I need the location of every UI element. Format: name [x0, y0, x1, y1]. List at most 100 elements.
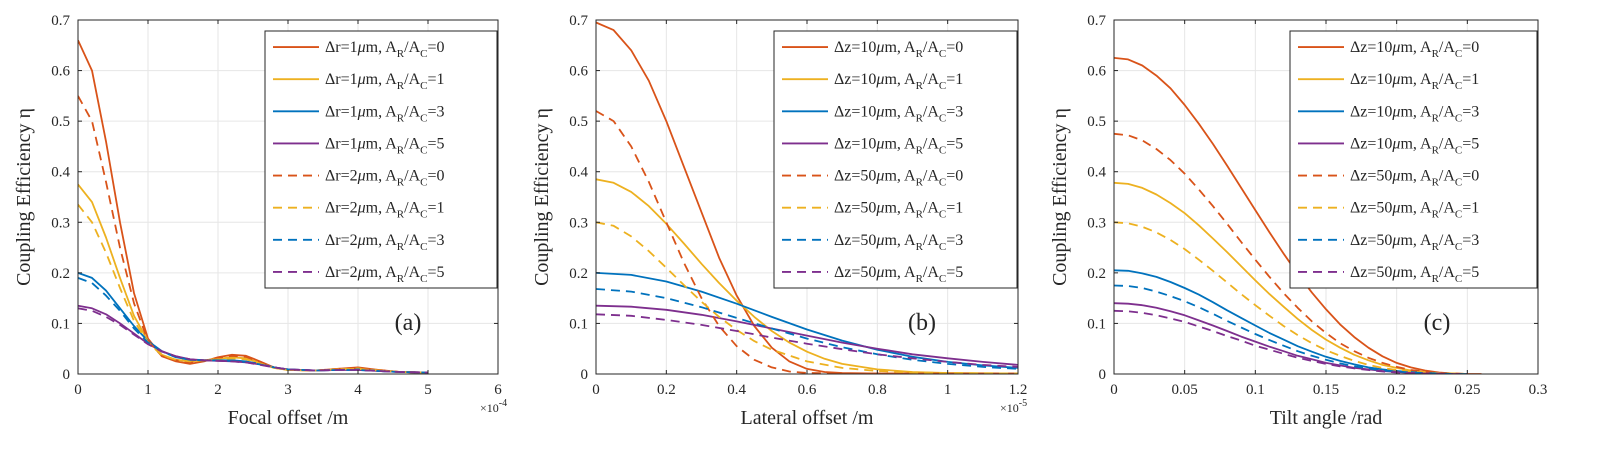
y-axis-label: Coupling Efficiency η [13, 108, 35, 286]
legend-text-post: m, A [1400, 200, 1432, 217]
legend-text-sub-c: C [939, 177, 946, 189]
legend-text-sub-c: C [1455, 80, 1462, 92]
series-line-2 [1114, 181, 1468, 374]
legend-text-mid: /A [923, 264, 939, 281]
legend-text-end: =1 [427, 200, 444, 217]
legend-text-post: m, A [366, 39, 398, 56]
x-tick-label: 0.15 [1313, 382, 1339, 398]
legend-text-sub-r: R [1432, 177, 1440, 189]
x-tick-label: 4 [354, 382, 362, 398]
y-tick-label: 0.3 [1087, 215, 1106, 231]
legend-text-mu: μ [1391, 135, 1400, 152]
series-group [78, 39, 429, 374]
legend-text-sub-c: C [939, 273, 946, 285]
legend-text-mid: /A [1439, 135, 1455, 152]
x-tick-label: 0.2 [657, 382, 676, 398]
panel-label: (c) [1424, 310, 1451, 336]
legend-text-sub-c: C [1455, 112, 1462, 124]
legend-text-post: m, A [366, 103, 398, 120]
y-tick-label: 0.7 [1087, 13, 1106, 29]
x-tick-label: 0 [592, 382, 600, 398]
y-tick-label: 0.2 [1087, 266, 1106, 282]
legend-text-post: m, A [884, 168, 916, 185]
y-tick-label: 0 [63, 367, 71, 383]
legend-text-pre: Δz=50 [834, 264, 876, 281]
legend-label: Δz=10μm, AR/AC=0 [1350, 39, 1479, 60]
legend-item: Δr=1μm, AR/AC=0 [273, 39, 445, 60]
legend-label: Δz=10μm, AR/AC=1 [834, 71, 963, 92]
y-tick-label: 0.1 [569, 316, 588, 332]
legend-text-post: m, A [1400, 264, 1432, 281]
y-tick-label: 0.7 [569, 13, 588, 29]
y-tick-label: 0.5 [569, 114, 588, 130]
legend-text-post: m, A [884, 39, 916, 56]
legend-item: Δz=50μm, AR/AC=3 [1298, 232, 1479, 253]
legend-text-sub-r: R [1432, 273, 1440, 285]
legend-item: Δz=50μm, AR/AC=5 [782, 264, 963, 285]
legend-item: Δz=10μm, AR/AC=1 [782, 71, 963, 92]
x-tick-label: 1 [944, 382, 952, 398]
legend-item: Δr=2μm, AR/AC=5 [273, 264, 445, 285]
legend-text-mu: μ [875, 71, 884, 88]
legend-text-pre: Δz=10 [1350, 103, 1392, 120]
x-axis-label: Focal offset /m [228, 407, 349, 429]
legend-text-mu: μ [1391, 232, 1400, 249]
legend-text-sub-c: C [1455, 177, 1462, 189]
legend-label: Δz=10μm, AR/AC=5 [834, 135, 963, 156]
y-tick-label: 0.6 [1087, 64, 1106, 80]
legend-text-end: =0 [1462, 168, 1479, 185]
legend-item: Δr=2μm, AR/AC=1 [273, 200, 445, 221]
legend-text-sub-r: R [1432, 241, 1440, 253]
legend-text-sub-c: C [420, 144, 427, 156]
x-axis-label: Tilt angle /rad [1270, 407, 1383, 429]
y-tick-label: 0.4 [1087, 165, 1106, 181]
legend-text-sub-r: R [916, 80, 924, 92]
legend-box [264, 30, 498, 289]
legend-text-sub-r: R [916, 112, 924, 124]
legend-text-pre: Δz=50 [1350, 168, 1392, 185]
legend-text-end: =0 [1462, 39, 1479, 56]
legend-text-mid: /A [923, 71, 939, 88]
legend-text-sub-r: R [1432, 80, 1440, 92]
legend-text-mu: μ [875, 200, 884, 217]
series-line-8 [1114, 309, 1468, 374]
panel-label: (a) [395, 310, 422, 336]
legend-text-mid: /A [404, 264, 420, 281]
legend-text-sub-r: R [1432, 48, 1440, 60]
legend-text-pre: Δr=1 [325, 103, 358, 120]
legend-item: Δz=10μm, AR/AC=3 [782, 103, 963, 124]
legend-text-sub-c: C [420, 241, 427, 253]
legend-text-sub-c: C [420, 177, 427, 189]
legend-text-mu: μ [875, 264, 884, 281]
legend-text-pre: Δz=50 [834, 168, 876, 185]
legend-text-pre: Δr=2 [325, 264, 358, 281]
legend-label: Δr=2μm, AR/AC=1 [325, 200, 445, 221]
legend-text-post: m, A [366, 232, 398, 249]
legend-text-pre: Δr=2 [325, 168, 358, 185]
legend-text-sub-c: C [1455, 241, 1462, 253]
legend-item: Δz=10μm, AR/AC=1 [1298, 71, 1479, 92]
series-line-6 [1114, 221, 1468, 374]
legend-text-mid: /A [404, 200, 420, 217]
legend-text-end: =1 [946, 200, 963, 217]
legend-item: Δr=2μm, AR/AC=0 [273, 168, 445, 189]
legend-text-mu: μ [875, 39, 884, 56]
legend-text-mu: μ [357, 264, 366, 281]
legend-text-pre: Δr=1 [325, 39, 358, 56]
legend-label: Δz=50μm, AR/AC=5 [834, 264, 963, 285]
legend-text-mid: /A [923, 200, 939, 217]
legend-text-sub-r: R [916, 48, 924, 60]
x-tick-label: 1.2 [1009, 382, 1028, 398]
x-exponent-power: -4 [499, 398, 507, 409]
legend-item: Δz=50μm, AR/AC=1 [782, 200, 963, 221]
legend-text-mid: /A [1439, 71, 1455, 88]
legend-text-mu: μ [1391, 103, 1400, 120]
legend-text-post: m, A [366, 71, 398, 88]
legend-text-mid: /A [404, 39, 420, 56]
legend-text-end: =0 [427, 168, 444, 185]
legend-label: Δz=50μm, AR/AC=0 [1350, 168, 1479, 189]
x-tick-label: 3 [284, 382, 292, 398]
legend-text-pre: Δz=10 [1350, 135, 1392, 152]
legend-text-mu: μ [875, 135, 884, 152]
